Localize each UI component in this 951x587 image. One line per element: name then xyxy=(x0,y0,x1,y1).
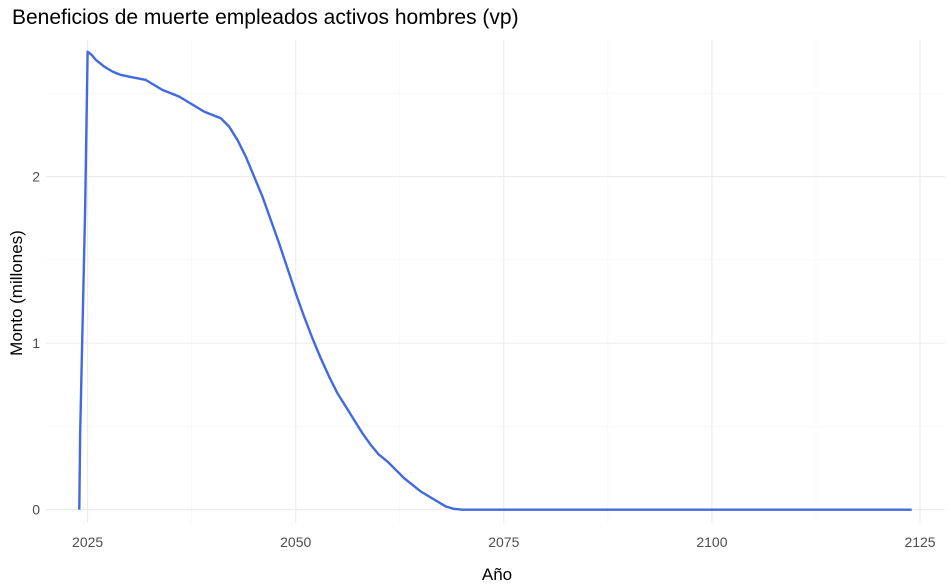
series-layer xyxy=(78,50,912,511)
x-tick-label: 2050 xyxy=(280,534,311,550)
x-axis-title: Año xyxy=(482,565,512,584)
y-tick-label: 1 xyxy=(32,335,40,351)
x-tick-label: 2100 xyxy=(696,534,727,550)
x-tick-label: 2075 xyxy=(488,534,519,550)
y-tick-label: 2 xyxy=(32,169,40,185)
x-tick-label: 2025 xyxy=(72,534,103,550)
y-tick-label: 0 xyxy=(32,502,40,518)
tick-label-layer: 2025 2050 2075 2100 2125 0 1 2 xyxy=(32,169,936,550)
x-tick-label: 2125 xyxy=(904,534,935,550)
grid-layer xyxy=(46,40,945,523)
y-axis-title: Monto (millones) xyxy=(7,230,26,356)
chart-title: Beneficios de muerte empleados activos h… xyxy=(12,6,519,29)
series-line xyxy=(78,50,912,511)
